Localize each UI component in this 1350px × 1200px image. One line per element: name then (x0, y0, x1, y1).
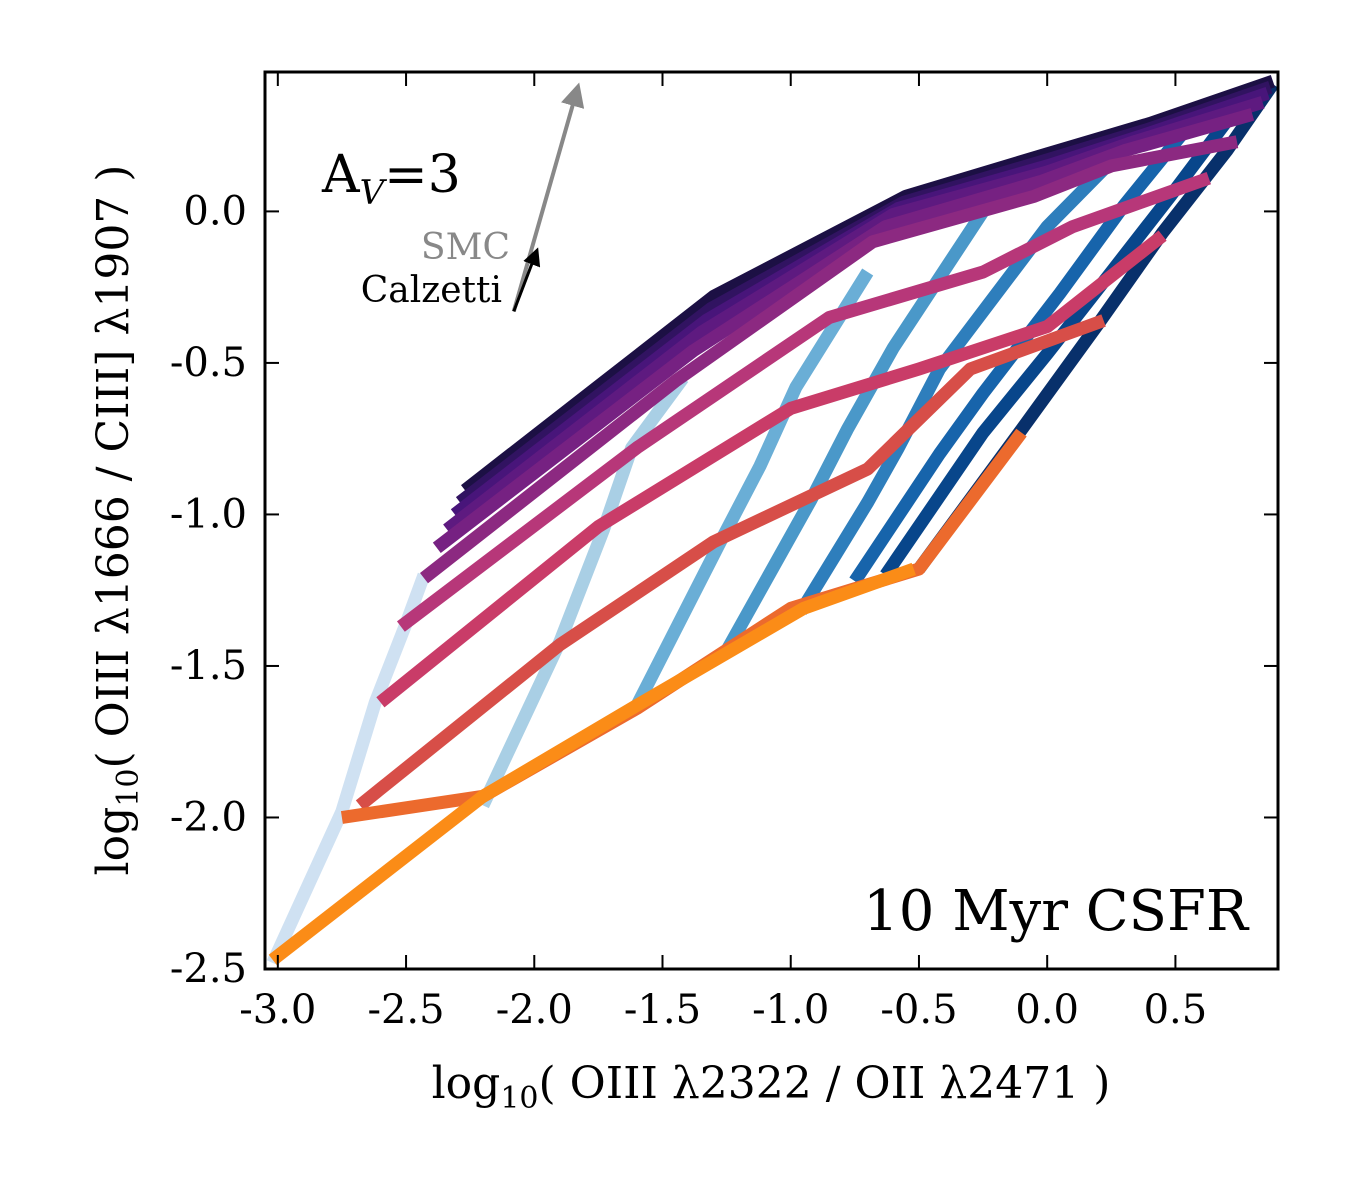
y-tick-label: -1.5 (170, 643, 247, 689)
y-tick-label: -2.5 (170, 946, 247, 992)
x-tick-label: 0.5 (1144, 987, 1208, 1033)
extinction-vectors (511, 82, 585, 312)
series-line-s9 (355, 314, 1106, 811)
x-tick-label: -3.0 (239, 987, 316, 1033)
x-axis-title: log10( OIII λ2322 / OII λ2471 ) (432, 1058, 1111, 1116)
x-tick-label: -1.0 (752, 987, 829, 1033)
y-tick-label: -0.5 (170, 340, 247, 386)
smc-label: SMC (421, 227, 510, 268)
y-tick-label: -1.0 (170, 491, 247, 537)
extinction-vector-calzetti (512, 247, 541, 312)
grid-line-b1 (266, 572, 431, 966)
calzetti-label: Calzetti (361, 270, 502, 311)
x-tick-label: -1.5 (624, 987, 701, 1033)
series-line-s8 (376, 230, 1167, 708)
grid-line-b5 (795, 131, 1142, 615)
series-line-s11 (268, 562, 916, 966)
extinction-vector-smc (511, 82, 585, 312)
series-line-s7 (396, 171, 1211, 632)
plot-frame (263, 70, 1280, 971)
y-axis-title: log10( OIII λ1666 / CIII] λ1907 ) (88, 165, 146, 876)
panel-label: 10 Myr CSFR (863, 879, 1250, 944)
series-layer (266, 74, 1278, 966)
series-line-s6 (419, 135, 1239, 584)
grid-line-b3 (631, 268, 874, 709)
series-line-s5 (432, 108, 1255, 553)
av-annotation: AV=3 (321, 145, 461, 213)
x-tick-label: -2.0 (496, 987, 573, 1033)
ticks: -3.0 -2.5 -2.0 -1.5 -1.0 -0.5 0.0 0.5-2.5-2.0-1… (170, 72, 1278, 1033)
grid-line-b4 (720, 207, 989, 654)
x-tick-label: -0.5 (880, 987, 957, 1033)
y-tick-label: 0.0 (183, 188, 247, 234)
x-tick-label: 0.0 (1015, 987, 1079, 1033)
x-tick-label: -2.5 (367, 987, 444, 1033)
grid-line-b6 (849, 122, 1194, 585)
y-tick-label: -2.0 (170, 794, 247, 840)
